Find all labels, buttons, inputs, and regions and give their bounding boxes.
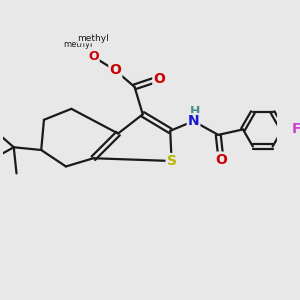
Text: O: O (153, 72, 165, 86)
Text: S: S (167, 154, 177, 168)
Text: O: O (110, 63, 121, 77)
Text: F: F (292, 122, 300, 136)
Text: O: O (215, 153, 227, 166)
Text: methyl: methyl (64, 40, 93, 49)
Text: methyl: methyl (77, 34, 109, 43)
Text: H: H (190, 105, 200, 118)
Text: N: N (188, 114, 200, 128)
Text: O: O (88, 50, 99, 63)
